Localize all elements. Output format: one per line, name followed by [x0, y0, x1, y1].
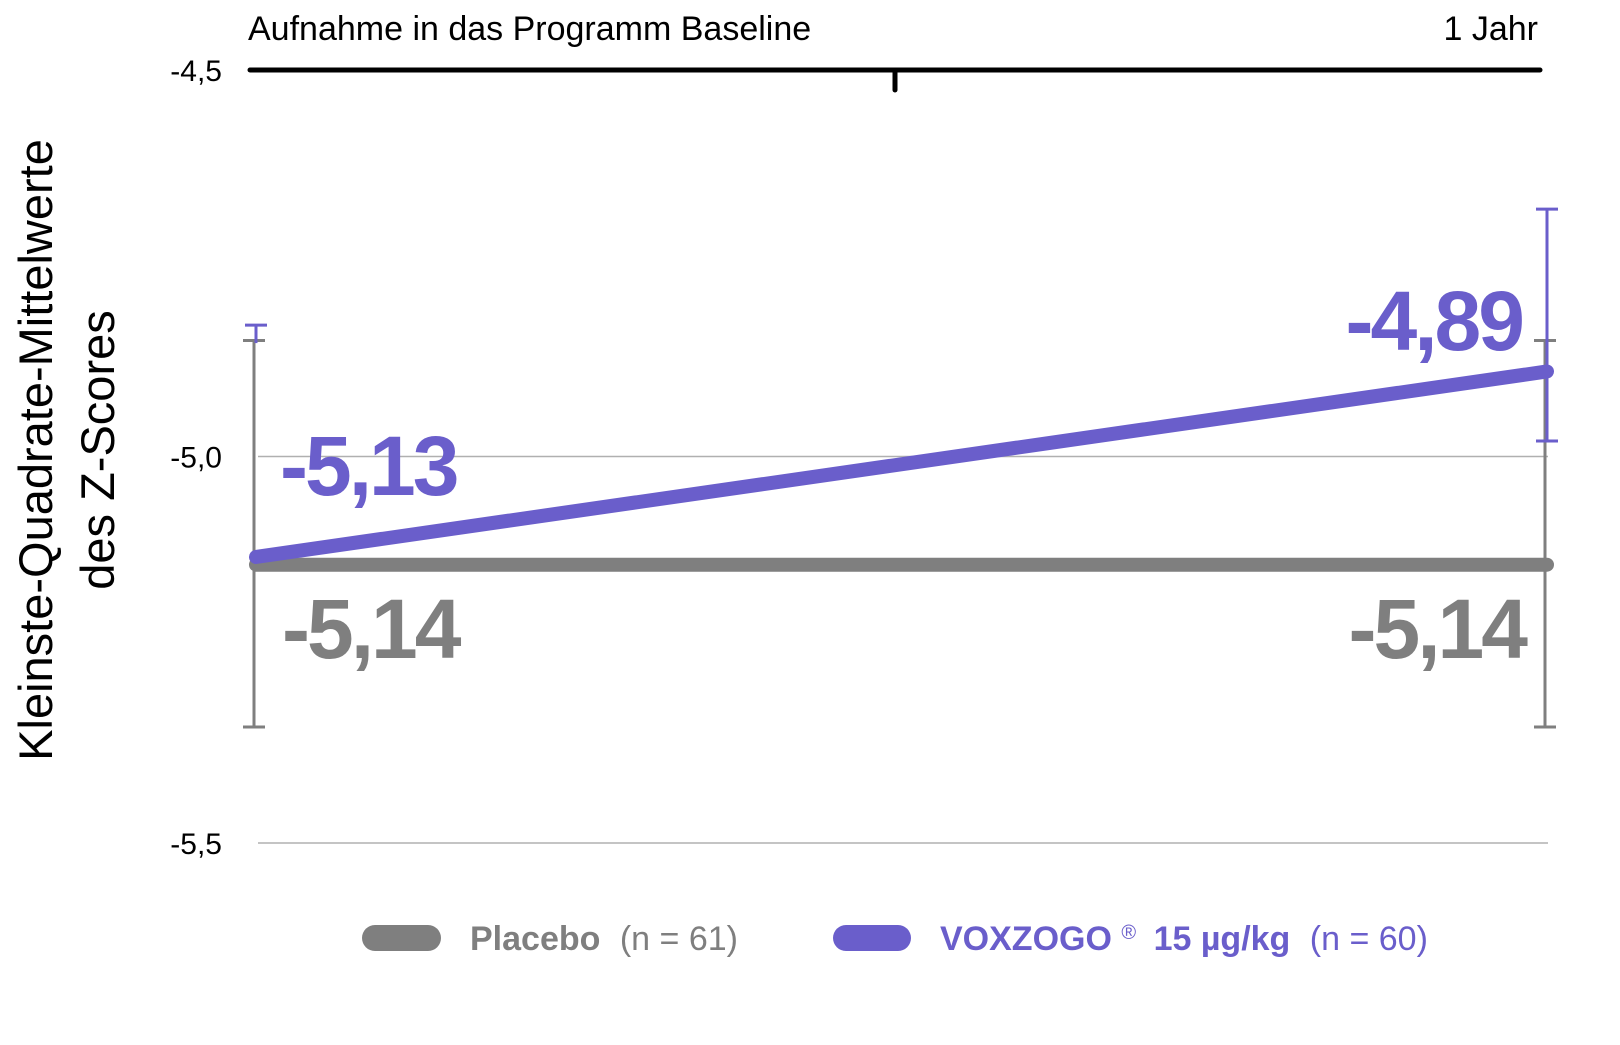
value-label-placebo-1: -5,14: [1349, 582, 1529, 676]
gridlines: [258, 455, 1548, 844]
y-tick-label-0: -4,5: [170, 55, 222, 88]
error-bars: [243, 207, 1558, 729]
legend: Placebo (n = 61) VOXZOGO ® 15 µg/kg (n =…: [362, 920, 1428, 958]
y-tick-label-1: -5,0: [170, 442, 222, 475]
value-label-voxzogo-1: -4,89: [1346, 274, 1523, 368]
value-label-voxzogo-0: -5,13: [280, 419, 457, 513]
y-tick-label-2: -5,5: [170, 828, 222, 861]
legend-voxzogo-n: (n = 60): [1310, 920, 1428, 958]
y-axis-title: Kleinste-Quadrate-Mittelwerte des Z-Scor…: [9, 139, 124, 761]
legend-entry-voxzogo: VOXZOGO ® 15 µg/kg (n = 60): [940, 920, 1428, 958]
top-axis: Aufnahme in das Programm Baseline 1 Jahr: [247, 10, 1543, 93]
y-axis-title-line-2: des Z-Scores: [71, 310, 124, 589]
legend-voxzogo-registered-mark: ®: [1121, 922, 1136, 944]
legend-voxzogo-dose: 15 µg/kg: [1154, 920, 1291, 958]
legend-voxzogo-name: VOXZOGO: [940, 920, 1112, 958]
y-axis-title-line-1: Kleinste-Quadrate-Mittelwerte: [9, 139, 62, 761]
series-line-voxzogo: [249, 364, 1554, 564]
legend-placebo-name: Placebo: [470, 920, 600, 958]
y-tick-labels: -4,5 -5,0 -5,5: [170, 55, 222, 861]
series-lines: [249, 364, 1554, 572]
value-labels: -5,14 -5,14 -5,13 -4,89: [280, 274, 1531, 676]
value-label-placebo-0: -5,14: [282, 582, 462, 676]
top-axis-right-label: 1 Jahr: [1444, 10, 1539, 48]
legend-entry-placebo: Placebo (n = 61): [470, 920, 738, 958]
legend-placebo-n: (n = 61): [620, 920, 738, 958]
top-axis-left-label: Aufnahme in das Programm Baseline: [248, 10, 811, 48]
